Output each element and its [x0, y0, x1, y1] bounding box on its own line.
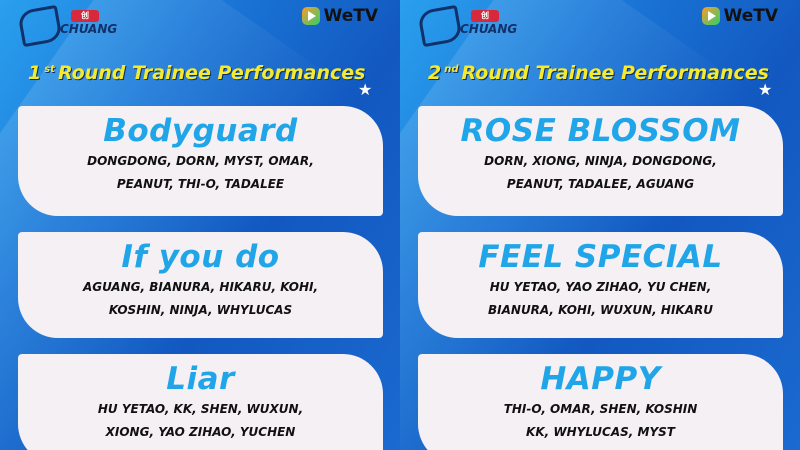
trainee-names: AGUANG, BIANURA, HIKARU, KOHI,: [82, 280, 319, 294]
performance-card: FEEL SPECIAL HU YETAO, YAO ZIHAO, YU CHE…: [418, 232, 783, 338]
trainee-names: DORN, XIONG, NINJA, DONGDONG,: [484, 154, 717, 168]
performance-card: If you do AGUANG, BIANURA, HIKARU, KOHI,…: [18, 232, 383, 338]
show-logo-icon: [17, 4, 63, 48]
trainee-names: THI-O, OMAR, SHEN, KOSHIN: [503, 402, 698, 416]
chuang-logo: 创 CHUANG: [460, 10, 518, 36]
chuang-logo: 创 CHUANG: [60, 10, 118, 36]
trainee-names: PEANUT, THI-O, TADALEE: [116, 177, 285, 191]
song-title: HAPPY: [540, 361, 661, 397]
trainee-names: HU YETAO, YAO ZIHAO, YU CHEN,: [489, 280, 712, 294]
show-logo-icon: [417, 4, 463, 48]
performance-card: ROSE BLOSSOM DORN, XIONG, NINJA, DONGDON…: [418, 106, 783, 216]
trainee-names: KOSHIN, NINJA, WHYLUCAS: [108, 303, 293, 317]
play-icon: [301, 7, 320, 25]
wetv-logo: WeTV: [301, 6, 378, 26]
song-title: Liar: [166, 361, 235, 397]
performance-card: Bodyguard DONGDONG, DORN, MYST, OMAR, PEA…: [18, 106, 383, 216]
play-icon: [701, 7, 720, 25]
shooting-star-icon: ★: [358, 80, 373, 99]
trainee-names: PEANUT, TADALEE, AGUANG: [506, 177, 695, 191]
song-title: Bodyguard: [103, 113, 298, 149]
shooting-star-icon: ★: [758, 80, 773, 99]
wetv-logo: WeTV: [701, 6, 778, 26]
trainee-names: KK, WHYLUCAS, MYST: [526, 425, 675, 439]
trainee-names: HU YETAO, KK, SHEN, WUXUN,: [97, 402, 304, 416]
song-title: If you do: [121, 239, 280, 275]
trainee-names: XIONG, YAO ZIHAO, YUCHEN: [105, 425, 296, 439]
trainee-names: BIANURA, KOHI, WUXUN, HIKARU: [488, 303, 713, 317]
performance-card: Liar HU YETAO, KK, SHEN, WUXUN, XIONG, YA…: [18, 354, 383, 450]
performance-card: HAPPY THI-O, OMAR, SHEN, KOSHIN KK, WHYLU…: [418, 354, 783, 450]
song-title: ROSE BLOSSOM: [460, 113, 741, 149]
song-title: FEEL SPECIAL: [478, 239, 723, 275]
trainee-names: DONGDONG, DORN, MYST, OMAR,: [87, 154, 314, 168]
